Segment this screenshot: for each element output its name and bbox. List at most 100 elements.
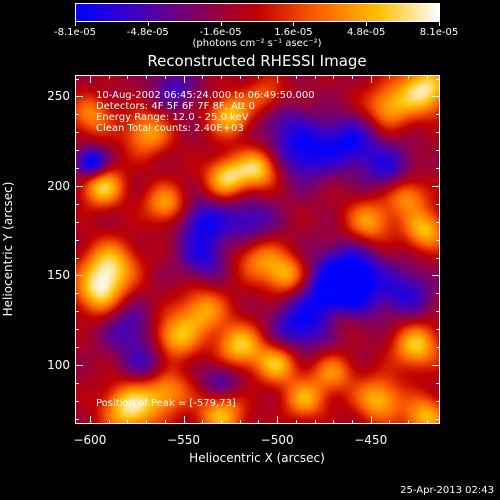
- x-minor-tick: [146, 75, 148, 79]
- x-minor-tick: [352, 420, 354, 424]
- y-minor-tick: [436, 400, 440, 402]
- y-minor-tick: [436, 221, 440, 223]
- x-minor-tick: [408, 420, 410, 424]
- x-minor-tick: [426, 75, 428, 79]
- colorbar-tick-label: 4.8e-05: [346, 27, 386, 38]
- x-minor-tick: [295, 75, 297, 79]
- y-minor-tick: [75, 221, 79, 223]
- colorbar-tick-label: -4.8e-05: [126, 27, 169, 38]
- colorbar: [75, 3, 440, 22]
- colorbar-tick: [147, 22, 149, 26]
- y-axis-label: Heliocentric Y (arcsec): [1, 181, 15, 317]
- x-minor-tick: [333, 420, 335, 424]
- x-tick: [89, 416, 91, 424]
- x-minor-tick: [108, 75, 110, 79]
- x-tick: [370, 75, 372, 83]
- y-minor-tick: [436, 78, 440, 80]
- y-tick: [75, 275, 83, 277]
- y-tick-label: 150: [47, 268, 70, 283]
- annotation-time-range: 10-Aug-2002 06:45:24.000 to 06:49:50.000: [96, 90, 315, 101]
- x-minor-tick: [146, 420, 148, 424]
- x-tick-label: −550: [167, 433, 201, 447]
- x-minor-tick: [258, 420, 260, 424]
- plot-timestamp: 25-Apr-2013 02:43: [400, 485, 494, 496]
- y-minor-tick: [75, 150, 79, 152]
- colorbar-tick-label: -8.1e-05: [54, 27, 96, 38]
- x-minor-tick: [239, 420, 241, 424]
- y-minor-tick: [75, 400, 79, 402]
- y-tick: [432, 185, 440, 187]
- y-minor-tick: [436, 418, 440, 420]
- x-tick: [183, 416, 185, 424]
- annotation-detectors: Detectors: 4F 5F 6F 7F 8F, Att 0: [96, 101, 256, 112]
- heatmap-image: [76, 76, 439, 423]
- x-axis-label: Heliocentric X (arcsec): [189, 451, 325, 465]
- x-minor-tick: [389, 75, 391, 79]
- x-minor-tick: [314, 75, 316, 79]
- y-minor-tick: [436, 329, 440, 331]
- y-minor-tick: [436, 311, 440, 313]
- y-tick: [75, 185, 83, 187]
- x-minor-tick: [333, 75, 335, 79]
- colorbar-tick-label: 8.1e-05: [419, 27, 459, 38]
- x-tick: [277, 416, 279, 424]
- x-minor-tick: [258, 75, 260, 79]
- annotation-energy-range: Energy Range: 12.0 - 25.0 keV: [96, 112, 249, 123]
- x-minor-tick: [221, 75, 222, 79]
- y-minor-tick: [75, 132, 79, 134]
- y-minor-tick: [436, 347, 440, 349]
- y-minor-tick: [75, 382, 79, 384]
- y-minor-tick: [75, 347, 79, 349]
- x-minor-tick: [295, 420, 297, 424]
- x-minor-tick: [408, 75, 410, 79]
- x-minor-tick: [352, 75, 354, 79]
- y-minor-tick: [75, 293, 79, 295]
- y-minor-tick: [436, 203, 440, 205]
- y-minor-tick: [436, 168, 440, 170]
- colorbar-units: (photons cm⁻² s⁻¹ asec⁻²): [192, 38, 322, 49]
- colorbar-tick-label: -1.6e-05: [199, 27, 242, 38]
- colorbar-tick: [75, 22, 76, 26]
- x-minor-tick: [426, 420, 428, 424]
- x-tick: [183, 75, 185, 83]
- y-tick: [75, 364, 83, 366]
- x-minor-tick: [164, 75, 166, 79]
- x-tick: [277, 75, 279, 83]
- y-tick: [75, 96, 83, 98]
- x-minor-tick: [202, 75, 204, 79]
- x-minor-tick: [314, 420, 316, 424]
- y-tick: [432, 275, 440, 277]
- y-minor-tick: [436, 150, 440, 152]
- x-tick-label: −500: [260, 433, 294, 447]
- x-minor-tick: [164, 420, 166, 424]
- y-tick: [432, 96, 440, 98]
- chart-title: Reconstructed RHESSI Image: [147, 52, 367, 70]
- y-minor-tick: [436, 382, 440, 384]
- y-minor-tick: [75, 239, 79, 241]
- y-minor-tick: [75, 78, 79, 80]
- y-minor-tick: [436, 239, 440, 241]
- x-minor-tick: [202, 420, 204, 424]
- y-minor-tick: [75, 418, 79, 420]
- y-minor-tick: [75, 257, 79, 259]
- y-tick-label: 250: [47, 89, 70, 104]
- y-tick-label: 100: [47, 357, 70, 372]
- x-minor-tick: [127, 75, 129, 79]
- x-minor-tick: [389, 420, 391, 424]
- y-tick: [432, 364, 440, 366]
- y-tick-label: 200: [47, 178, 70, 193]
- y-minor-tick: [75, 114, 79, 116]
- x-minor-tick: [221, 420, 222, 424]
- colorbar-tick: [366, 22, 368, 26]
- x-minor-tick: [108, 420, 110, 424]
- annotation-clean-counts: Clean Total counts: 2.40E+03: [96, 123, 244, 134]
- y-minor-tick: [436, 132, 440, 134]
- colorbar-tick: [220, 22, 222, 26]
- x-tick: [370, 416, 372, 424]
- x-minor-tick: [127, 420, 129, 424]
- y-minor-tick: [75, 311, 79, 313]
- y-minor-tick: [436, 114, 440, 116]
- x-tick-label: −600: [73, 433, 107, 447]
- colorbar-tick: [293, 22, 295, 26]
- annotation-peak-position: Position of Peak = [-579,73]: [96, 398, 236, 409]
